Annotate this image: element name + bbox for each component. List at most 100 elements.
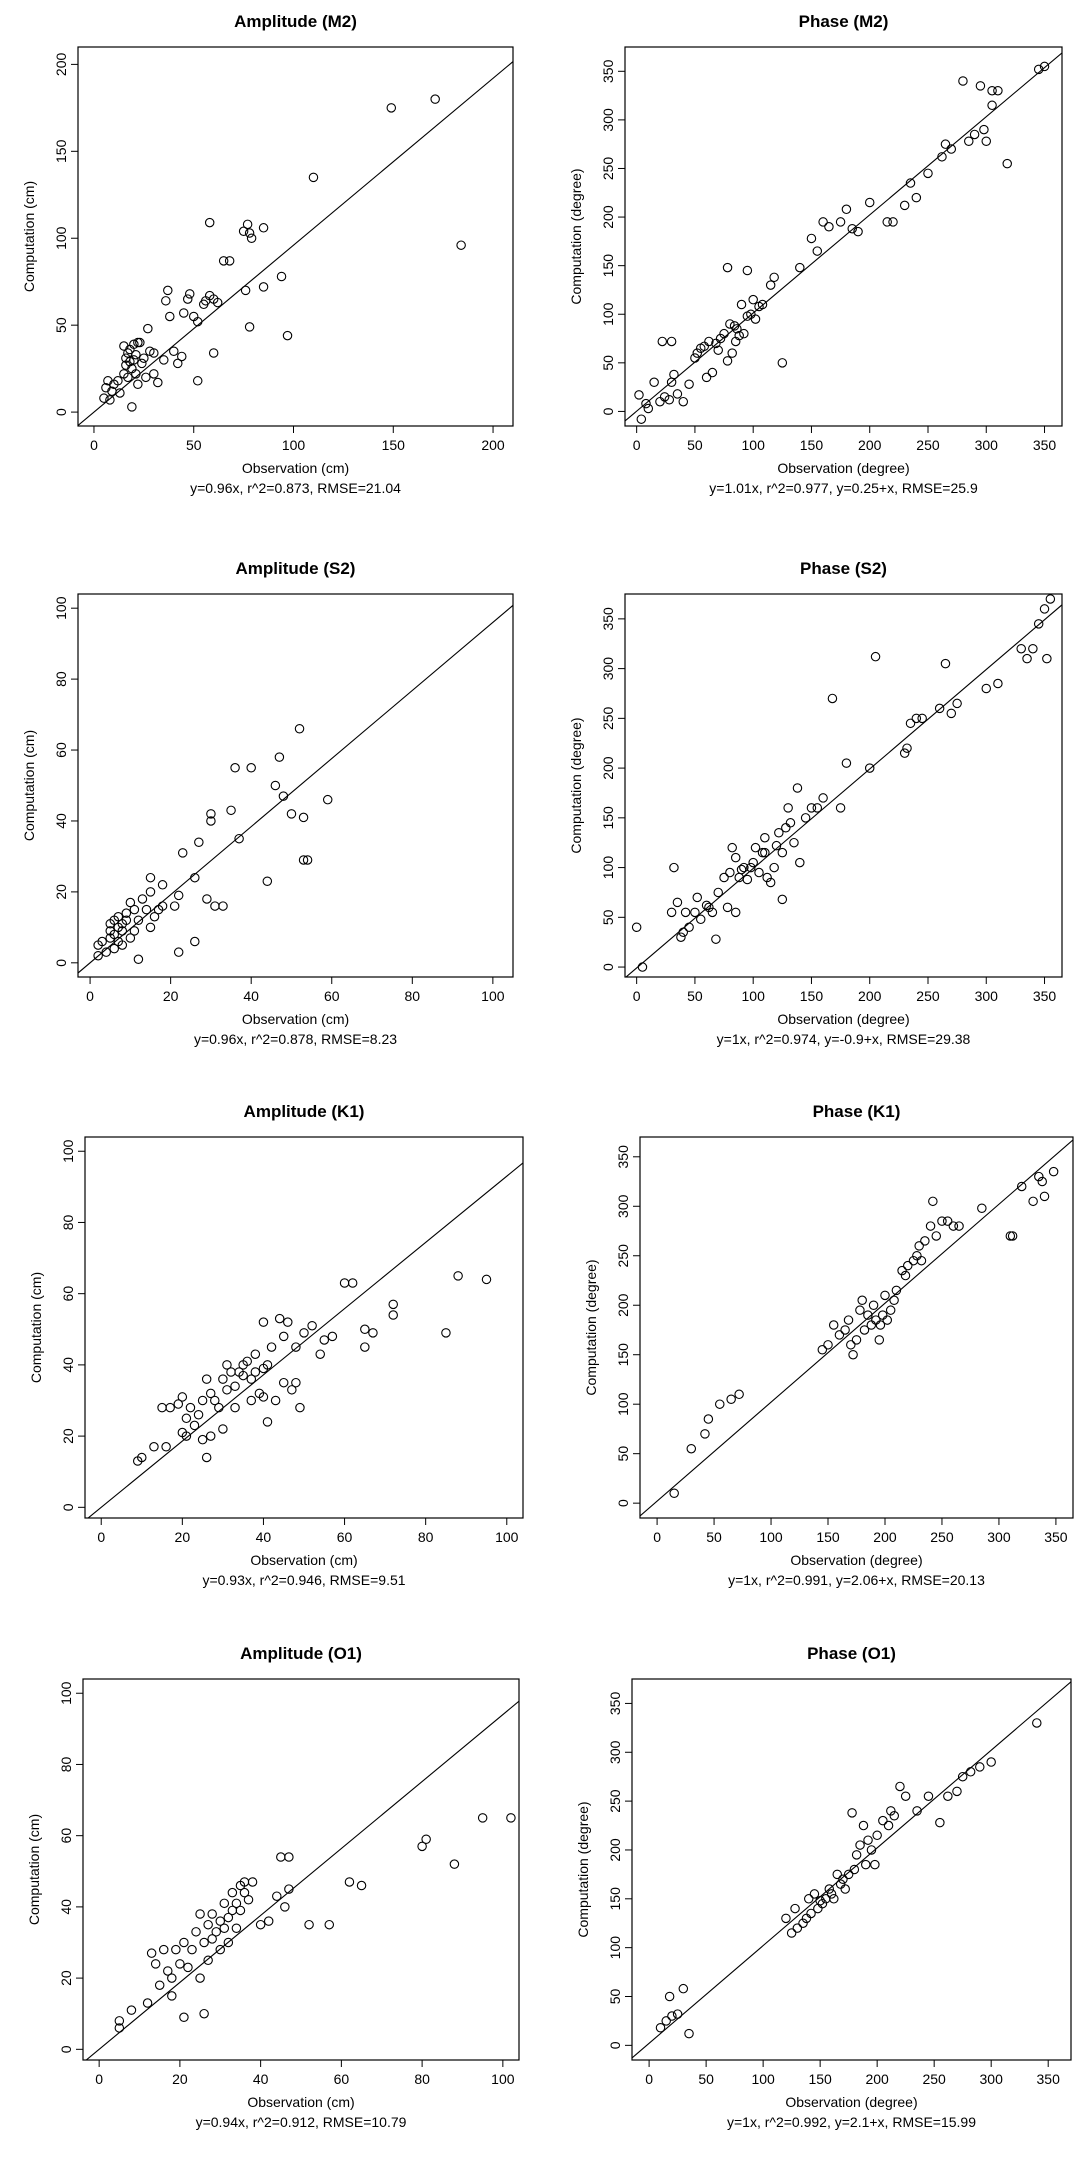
plot-frame (82, 1678, 520, 2061)
data-point (739, 862, 749, 873)
data-point (193, 1409, 204, 1420)
data-point (1037, 1176, 1047, 1187)
data-point (765, 280, 776, 290)
data-point (664, 395, 675, 405)
data-point (212, 297, 223, 308)
data-point (282, 330, 293, 341)
data-point (987, 100, 997, 111)
data-point (430, 94, 440, 104)
x-tick-label: 80 (405, 988, 421, 1004)
data-point (477, 1813, 488, 1823)
data-point (157, 901, 168, 911)
plot-frame (624, 46, 1063, 427)
regression-line (85, 1700, 519, 2060)
data-point (441, 1328, 451, 1338)
data-point (666, 907, 677, 918)
data-point (210, 901, 220, 911)
y-tick-label: 100 (607, 1936, 623, 1960)
x-tick-label: 350 (1037, 2071, 1061, 2087)
data-point (725, 319, 735, 329)
data-point (163, 285, 173, 296)
data-point (262, 876, 273, 886)
fit-caption: y=0.94x, r^2=0.912, RMSE=10.79 (196, 2114, 407, 2130)
data-point (1048, 1166, 1059, 1177)
y-tick-label: 20 (60, 1428, 76, 1444)
data-point (765, 877, 776, 888)
x-tick-label: 150 (800, 437, 824, 453)
plot-frame (639, 1136, 1074, 1519)
data-point (957, 1771, 968, 1782)
x-tick-label: 150 (808, 2071, 832, 2087)
x-tick-label: 250 (930, 1529, 954, 1545)
y-tick-label: 100 (53, 596, 69, 620)
data-point (184, 289, 195, 299)
data-point (181, 1413, 192, 1424)
plot-frame (84, 1136, 524, 1519)
data-point (207, 1934, 217, 1944)
y-tick-label: 50 (600, 909, 616, 925)
y-tick-label: 350 (600, 59, 616, 83)
data-point (655, 396, 665, 407)
x-tick-label: 350 (1033, 437, 1057, 453)
data-point (131, 369, 141, 379)
x-tick-label: 300 (975, 988, 999, 1004)
data-point (707, 907, 718, 918)
data-point (809, 1889, 820, 1899)
data-point (882, 217, 892, 227)
data-point (875, 1320, 886, 1330)
data-point (133, 337, 143, 348)
data-point (417, 1841, 427, 1852)
x-tick-label: 100 (491, 2071, 515, 2087)
data-point (145, 922, 156, 933)
data-point (981, 136, 992, 147)
x-tick-label: 40 (256, 1529, 272, 1545)
scatter-panel: 0 50 100 150 200 0 50 100 150 200 Amplitude (M2) Ob… (21, 12, 514, 496)
data-point (669, 369, 679, 380)
data-point (291, 1342, 301, 1352)
y-tick-label: 300 (600, 108, 616, 132)
y-tick-label: 300 (615, 1194, 631, 1218)
y-tick-label: 350 (607, 1692, 623, 1716)
y-tick-label: 0 (600, 407, 616, 415)
x-axis-label: Observation (degree) (777, 1011, 909, 1027)
data-point (937, 152, 947, 162)
data-point (278, 1377, 289, 1388)
data-point (954, 1221, 964, 1231)
x-tick-label: 300 (975, 437, 999, 453)
data-point (818, 217, 828, 227)
data-point (987, 85, 997, 96)
x-tick-label: 0 (97, 1529, 105, 1545)
data-point (916, 1255, 927, 1266)
x-tick-label: 20 (175, 1529, 191, 1545)
chart-title: Phase (S2) (800, 559, 887, 578)
y-tick-label: 300 (600, 657, 616, 681)
x-tick-label: 100 (742, 437, 766, 453)
y-tick-label: 100 (58, 1681, 74, 1705)
x-tick-label: 100 (759, 1529, 783, 1545)
x-tick-label: 0 (86, 988, 94, 1004)
data-point (637, 962, 648, 972)
data-point (224, 256, 235, 266)
scatter-panel: 0 50 100 150 200 250 300 350 0 50 100 150 200 250 300 3… (568, 12, 1063, 496)
data-point (187, 1944, 197, 1955)
data-point (105, 395, 115, 405)
data-point (695, 914, 706, 925)
data-point (171, 1944, 181, 1955)
data-point (238, 226, 249, 237)
data-point (154, 1980, 165, 1990)
data-point (847, 1808, 857, 1818)
data-point (818, 793, 828, 803)
regression-line (625, 52, 1062, 422)
plot-frame (77, 46, 514, 427)
data-point (143, 323, 153, 334)
data-point (294, 724, 305, 734)
data-point (874, 1335, 885, 1345)
x-tick-label: 50 (687, 437, 703, 453)
data-point (456, 240, 466, 250)
y-tick-label: 300 (607, 1740, 623, 1764)
data-point (678, 927, 689, 937)
chart-title: Amplitude (S2) (236, 559, 356, 578)
data-point (719, 872, 729, 883)
data-point (298, 855, 309, 865)
data-point (817, 1345, 828, 1355)
